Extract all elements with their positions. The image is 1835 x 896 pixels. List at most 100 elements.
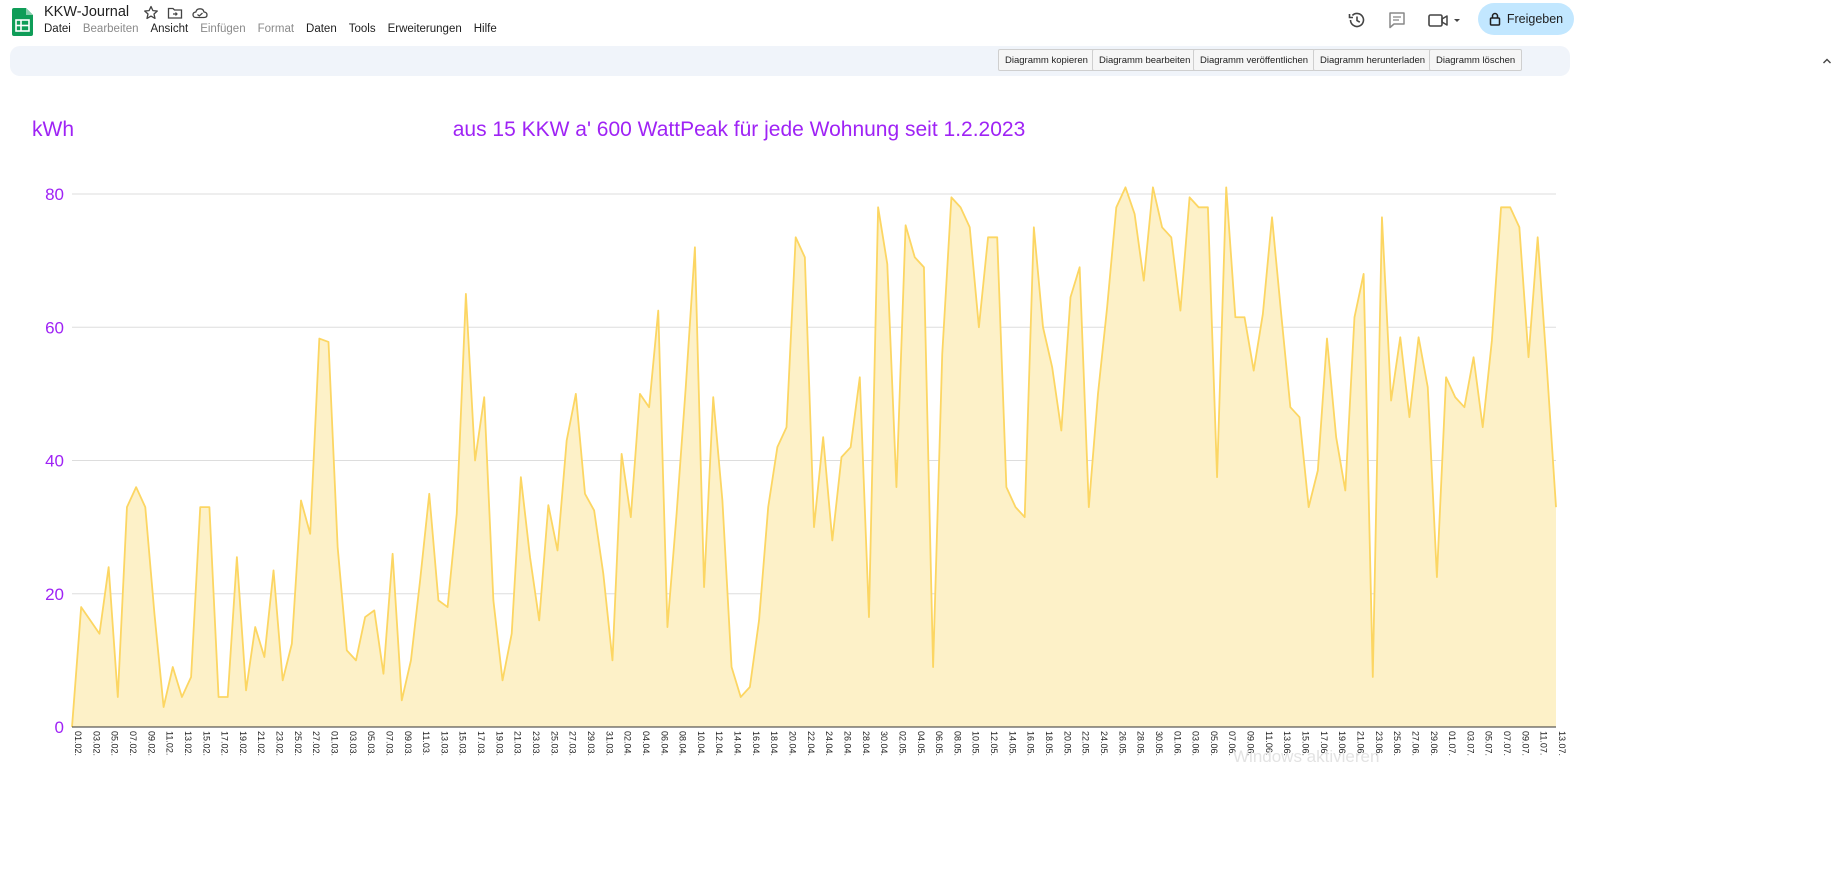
- menu-datei[interactable]: Datei: [44, 23, 71, 35]
- x-tick-label: 09.02.: [146, 731, 156, 756]
- x-tick-label: 16.04.: [751, 731, 761, 756]
- menu-daten[interactable]: Daten: [306, 23, 337, 35]
- x-tick-label: 09.07.: [1520, 731, 1530, 756]
- x-tick-label: 05.03.: [366, 731, 376, 756]
- y-axis-label: kWh: [32, 118, 74, 141]
- x-tick-label: 07.02.: [128, 731, 138, 756]
- x-tick-label: 11.07.: [1539, 731, 1549, 755]
- x-tick-label: 25.06.: [1392, 731, 1402, 756]
- x-tick-label: 04.04.: [641, 731, 651, 756]
- area-fill: [72, 187, 1556, 728]
- document-title[interactable]: KKW-Journal: [44, 4, 130, 20]
- x-tick-label: 11.06.: [1264, 731, 1274, 755]
- x-tick-label: 17.06.: [1319, 731, 1329, 756]
- menu-ansicht[interactable]: Ansicht: [150, 23, 189, 35]
- x-tick-label: 30.04.: [879, 731, 889, 756]
- sheets-logo-icon[interactable]: [12, 8, 33, 36]
- share-button[interactable]: Freigeben: [1478, 3, 1574, 35]
- x-tick-label: 21.03.: [513, 731, 523, 756]
- menu-tools[interactable]: Tools: [348, 23, 376, 35]
- x-tick-label: 02.05.: [897, 731, 907, 756]
- x-tick-label: 29.06.: [1429, 731, 1439, 756]
- x-tick-label: 01.02.: [73, 731, 83, 756]
- download-chart-button[interactable]: Diagramm herunterladen: [1313, 49, 1433, 71]
- x-tick-label: 31.03.: [604, 731, 614, 756]
- x-tick-label: 29.03.: [586, 731, 596, 756]
- x-tick-label: 27.03.: [568, 731, 578, 756]
- x-tick-label: 17.02.: [220, 731, 230, 756]
- watermark: Windows aktivieren: [1233, 747, 1379, 766]
- menu-erweiterungen[interactable]: Erweiterungen: [387, 23, 462, 35]
- chart-title: aus 15 KKW a' 600 WattPeak für jede Wohn…: [453, 118, 1026, 141]
- x-tick-label: 05.07.: [1484, 731, 1494, 756]
- x-tick-label: 05.02.: [110, 731, 120, 756]
- share-button-label: Freigeben: [1506, 12, 1564, 26]
- x-tick-label: 23.02.: [275, 731, 285, 756]
- menu-format[interactable]: Format: [257, 23, 295, 35]
- x-tick-label: 03.07.: [1465, 731, 1475, 756]
- x-tick-label: 14.05.: [1007, 731, 1017, 756]
- area-chart[interactable]: 0 20 40 60 80 01.02. 03.02. 05.02. 07.02. 09.02.…: [0, 80, 1835, 896]
- x-tick-label: 19.02.: [238, 731, 248, 756]
- x-tick-label: 07.03.: [384, 731, 394, 756]
- x-tick-label: 27.02.: [311, 731, 321, 756]
- comments-icon[interactable]: [1386, 9, 1408, 31]
- x-tick-label: 04.05.: [916, 731, 926, 756]
- x-tick-label: 05.06.: [1209, 731, 1219, 756]
- x-tick-label: 21.02.: [256, 731, 266, 756]
- scroll-up-arrow-icon[interactable]: [1822, 56, 1832, 66]
- edit-chart-button[interactable]: Diagramm bearbeiten: [1092, 49, 1198, 71]
- x-tick-label: 06.04.: [659, 731, 669, 756]
- x-tick-label: 18.04.: [769, 731, 779, 756]
- menu-bearbeiten[interactable]: Bearbeiten: [82, 23, 139, 35]
- x-tick-label: 19.03.: [494, 731, 504, 756]
- lock-icon: [1489, 12, 1501, 26]
- copy-chart-button[interactable]: Diagramm kopieren: [998, 49, 1095, 71]
- x-tick-label: 16.05.: [1026, 731, 1036, 756]
- x-tick-label: 14.04.: [733, 731, 743, 756]
- x-tick-label: 08.05.: [952, 731, 962, 756]
- x-tick-label: 24.05.: [1099, 731, 1109, 756]
- x-tick-label: 10.05.: [971, 731, 981, 756]
- x-axis-ticks: 01.02. 03.02. 05.02. 07.02. 09.02. 11.02. 13.0…: [73, 731, 1567, 756]
- move-to-folder-icon[interactable]: [166, 4, 184, 22]
- x-tick-label: 01.07.: [1447, 731, 1457, 756]
- y-tick-label: 20: [45, 585, 64, 604]
- meet-video-icon[interactable]: [1427, 9, 1463, 31]
- x-tick-label: 25.02.: [293, 731, 303, 756]
- version-history-icon[interactable]: [1346, 9, 1368, 31]
- x-tick-label: 21.06.: [1355, 731, 1365, 756]
- x-tick-label: 03.06.: [1191, 731, 1201, 756]
- x-tick-label: 10.04.: [696, 731, 706, 756]
- x-tick-label: 15.02.: [201, 731, 211, 756]
- x-tick-label: 22.04.: [806, 731, 816, 756]
- x-tick-label: 27.06.: [1410, 731, 1420, 756]
- x-tick-label: 26.05.: [1117, 731, 1127, 756]
- cloud-status-icon[interactable]: [191, 4, 209, 22]
- x-tick-label: 17.03.: [476, 731, 486, 756]
- x-tick-label: 24.04.: [824, 731, 834, 756]
- menu-hilfe[interactable]: Hilfe: [473, 23, 497, 35]
- x-tick-label: 26.04.: [842, 731, 852, 756]
- x-tick-label: 20.05.: [1062, 731, 1072, 756]
- chart-toolbar: Diagramm kopieren Diagramm bearbeiten Di…: [10, 46, 1570, 76]
- y-tick-label: 80: [45, 185, 64, 204]
- y-tick-label: 40: [45, 452, 64, 471]
- x-tick-label: 30.05.: [1154, 731, 1164, 756]
- x-tick-label: 28.04.: [861, 731, 871, 756]
- x-tick-label: 09.03.: [403, 731, 413, 756]
- x-tick-label: 01.06.: [1172, 731, 1182, 756]
- x-tick-label: 13.02.: [183, 731, 193, 756]
- star-icon[interactable]: [142, 4, 160, 22]
- x-tick-label: 15.06.: [1301, 731, 1311, 756]
- x-tick-label: 25.03.: [549, 731, 559, 756]
- y-axis-ticks: 0 20 40 60 80: [45, 185, 64, 737]
- x-tick-label: 18.05.: [1044, 731, 1054, 756]
- publish-chart-button[interactable]: Diagramm veröffentlichen: [1193, 49, 1316, 71]
- x-tick-label: 22.05.: [1081, 731, 1091, 756]
- y-tick-label: 60: [45, 318, 64, 337]
- x-tick-label: 13.06.: [1282, 731, 1292, 756]
- menu-einfuegen[interactable]: Einfügen: [200, 23, 246, 35]
- delete-chart-button[interactable]: Diagramm löschen: [1429, 49, 1523, 71]
- x-tick-label: 28.05.: [1136, 731, 1146, 756]
